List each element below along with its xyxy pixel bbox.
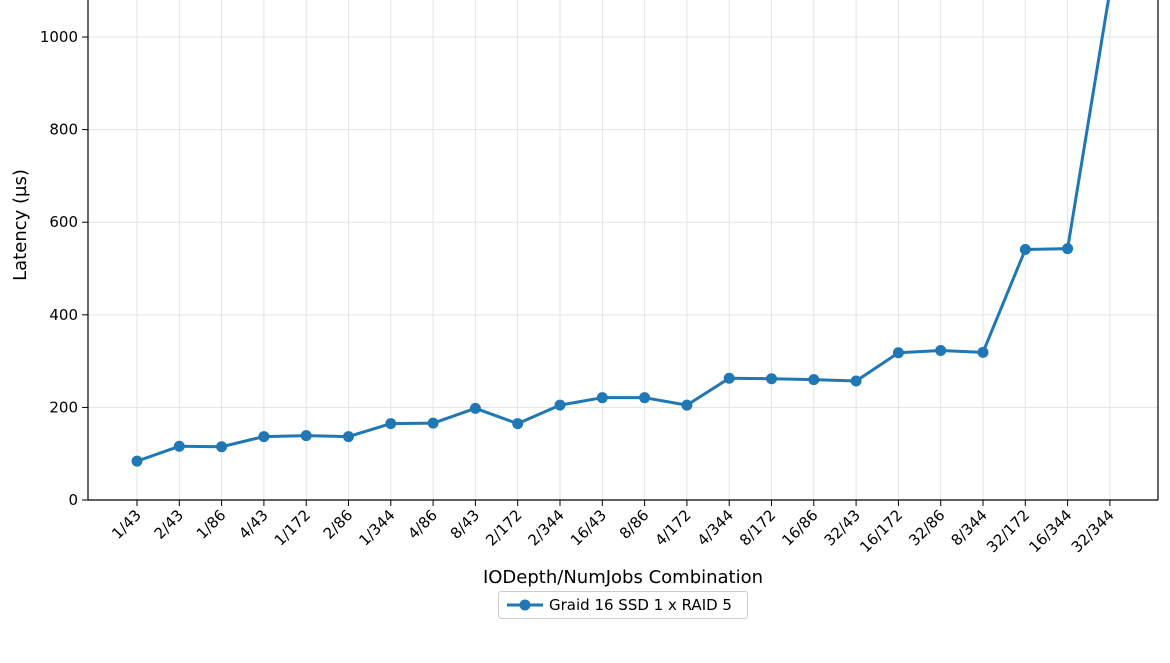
y-tick-label: 200 [49,398,78,416]
axes: 1/43 2/43 1/86 4/43 1/172 2/86 1/344 4/86 8/43 2/… [40,0,1159,556]
x-tick-label: 2/43 [151,506,188,543]
data-point [216,441,228,453]
data-point [935,344,947,356]
x-tick-label: 1/43 [108,506,145,543]
x-tick-label: 2/172 [482,506,525,549]
data-point [596,392,608,404]
y-tick-label: 800 [49,121,78,139]
data-point [469,402,481,414]
data-point [977,346,989,358]
data-point [808,374,820,386]
x-tick-label: 1/172 [271,506,314,549]
x-tick-label: 16/344 [1025,506,1075,556]
x-tick-label: 1/344 [355,506,398,549]
data-point [850,375,862,387]
x-axis-label: IODepth/NumJobs Combination [483,567,763,588]
y-tick-label: 600 [49,213,78,231]
legend-series-label: Graid 16 SSD 1 x RAID 5 [549,596,732,614]
data-point [343,431,354,443]
data-point [512,418,524,430]
x-tick-label: 4/86 [404,506,441,543]
data-point [1019,244,1031,256]
x-tick-label: 32/344 [1068,506,1118,556]
plot-area [131,0,1110,467]
data-point [681,399,693,411]
x-tick-label: 8/86 [616,506,653,543]
x-tick-label: 4/43 [235,506,272,543]
data-point [766,373,777,385]
data-point [258,431,270,443]
data-point [554,399,566,411]
x-tick-label: 8/43 [447,506,484,543]
x-tick-label: 16/172 [856,506,906,556]
x-tick-label: 4/172 [651,506,694,549]
x-tick-label: 16/86 [778,506,821,549]
data-point [300,430,312,442]
data-point [639,392,651,404]
y-tick-label: 400 [49,306,78,324]
data-point [1062,243,1074,255]
x-tick-label: 1/86 [193,506,230,543]
data-point [723,372,735,384]
y-axis-label: Latency (µs) [10,169,31,281]
data-point [131,455,143,467]
grid-lines [88,0,1158,501]
data-point [427,417,439,429]
x-tick-label: 2/86 [320,506,357,543]
x-tick-label: 4/344 [694,506,737,549]
x-tick-label: 2/344 [525,506,568,549]
series-line [136,0,1110,463]
x-tick-label: 8/172 [736,506,779,549]
data-point [892,347,904,359]
data-point [173,440,185,452]
x-tick-label: 32/172 [983,506,1033,556]
x-tick-label: 32/86 [905,506,948,549]
legend: Graid 16 SSD 1 x RAID 5 [498,591,748,619]
data-point [385,418,397,430]
y-tick-label: 1000 [40,28,78,46]
legend-line-marker-icon [507,599,543,611]
y-tick-label: 0 [68,491,78,509]
x-tick-label: 16/43 [567,506,610,549]
